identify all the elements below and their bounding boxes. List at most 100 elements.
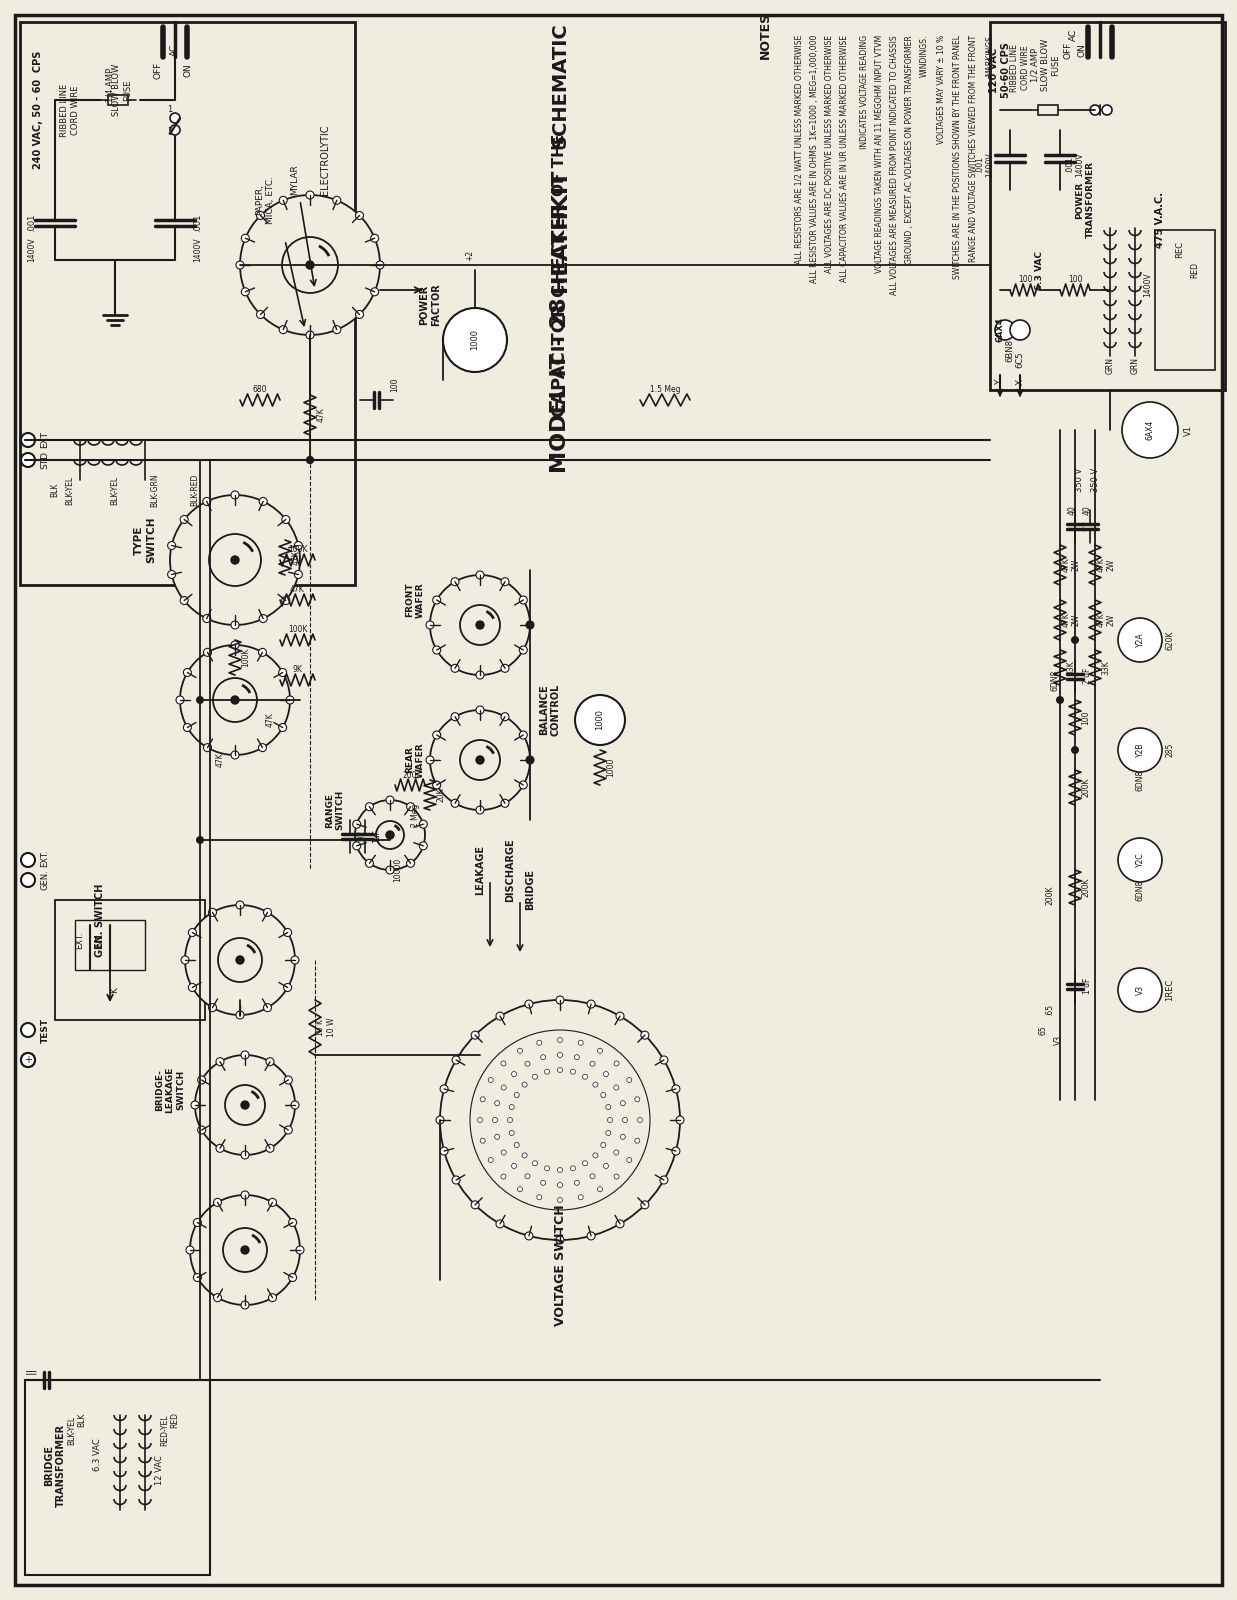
Circle shape: [637, 1117, 642, 1123]
Text: X: X: [1016, 379, 1024, 386]
Text: 1 uF: 1 uF: [1082, 978, 1091, 994]
Text: 120 VAC
50-60 CPS: 120 VAC 50-60 CPS: [990, 42, 1011, 98]
Circle shape: [282, 515, 289, 523]
Bar: [1038, 106, 1058, 115]
Circle shape: [256, 211, 265, 219]
Circle shape: [306, 456, 314, 464]
Text: RANGE
SWITCH: RANGE SWITCH: [325, 790, 345, 830]
Circle shape: [485, 1045, 635, 1195]
Text: REAR
WAFER: REAR WAFER: [406, 742, 424, 778]
Circle shape: [501, 1085, 506, 1090]
Circle shape: [376, 261, 383, 269]
Circle shape: [515, 1142, 520, 1147]
Text: 1000: 1000: [470, 330, 480, 350]
Text: LEAKAGE: LEAKAGE: [475, 845, 485, 894]
Circle shape: [240, 195, 380, 334]
Text: +2: +2: [465, 250, 475, 261]
Text: 680: 680: [252, 386, 267, 395]
Circle shape: [355, 310, 364, 318]
Circle shape: [570, 1166, 575, 1171]
Circle shape: [430, 710, 529, 810]
Circle shape: [555, 1235, 564, 1245]
Circle shape: [512, 1072, 517, 1077]
Circle shape: [489, 1077, 494, 1083]
Circle shape: [225, 1085, 265, 1125]
Circle shape: [492, 1117, 497, 1123]
Text: 350 V: 350 V: [1075, 467, 1085, 493]
Circle shape: [169, 125, 181, 134]
Circle shape: [241, 1301, 249, 1309]
Text: RIBBED LINE
CORD WIRE: RIBBED LINE CORD WIRE: [1011, 45, 1029, 91]
Circle shape: [501, 712, 508, 720]
Circle shape: [476, 670, 484, 678]
Circle shape: [558, 1067, 563, 1072]
Text: V1: V1: [1184, 424, 1192, 435]
Text: 9K: 9K: [293, 666, 302, 675]
Text: 6DN8: 6DN8: [1136, 770, 1144, 790]
Text: BLK: BLK: [51, 483, 59, 498]
Circle shape: [291, 955, 299, 963]
Circle shape: [241, 234, 250, 242]
Circle shape: [460, 739, 500, 781]
Circle shape: [371, 234, 379, 242]
Text: AC: AC: [169, 43, 178, 56]
Circle shape: [260, 498, 267, 506]
Circle shape: [520, 731, 527, 739]
Text: ON: ON: [183, 62, 193, 77]
Circle shape: [259, 744, 266, 752]
Text: 100K: 100K: [241, 648, 251, 667]
Circle shape: [635, 1138, 640, 1144]
Text: MODEL IT - 28: MODEL IT - 28: [550, 298, 570, 474]
Circle shape: [495, 1101, 500, 1106]
Circle shape: [209, 909, 216, 917]
Circle shape: [443, 307, 507, 371]
Circle shape: [306, 190, 314, 198]
Circle shape: [355, 800, 426, 870]
Text: GEN. SWITCH: GEN. SWITCH: [95, 883, 105, 957]
Circle shape: [195, 1054, 294, 1155]
Circle shape: [635, 1096, 640, 1102]
Circle shape: [231, 557, 239, 565]
Circle shape: [452, 664, 459, 672]
Text: 47K: 47K: [266, 712, 275, 728]
Circle shape: [296, 1246, 304, 1254]
Circle shape: [285, 1075, 292, 1085]
Text: HEATHKIT: HEATHKIT: [550, 168, 570, 291]
Circle shape: [168, 541, 176, 549]
Circle shape: [365, 859, 374, 867]
Circle shape: [1118, 838, 1162, 882]
Text: POWER
FACTOR: POWER FACTOR: [419, 283, 440, 326]
Circle shape: [1102, 106, 1112, 115]
Text: 1400V: 1400V: [1143, 272, 1153, 298]
Text: SLOW BLOW
FUSE: SLOW BLOW FUSE: [113, 64, 131, 117]
Circle shape: [517, 1048, 522, 1053]
Circle shape: [294, 541, 302, 549]
Circle shape: [672, 1147, 680, 1155]
Text: GRN: GRN: [1131, 357, 1139, 373]
Circle shape: [256, 310, 265, 318]
Circle shape: [214, 1294, 221, 1302]
Circle shape: [288, 1274, 297, 1282]
Circle shape: [236, 955, 244, 963]
Circle shape: [524, 1000, 533, 1008]
Circle shape: [555, 1117, 564, 1123]
Circle shape: [209, 534, 261, 586]
Text: 200: 200: [403, 771, 417, 779]
Circle shape: [659, 1056, 668, 1064]
Circle shape: [593, 1154, 597, 1158]
Circle shape: [263, 909, 271, 917]
Circle shape: [501, 578, 508, 586]
Circle shape: [1118, 968, 1162, 1013]
Circle shape: [241, 1190, 249, 1198]
Text: RIBBED LINE
CORD WIRE: RIBBED LINE CORD WIRE: [61, 83, 79, 136]
Text: TYPE
SWITCH: TYPE SWITCH: [134, 517, 156, 563]
Circle shape: [537, 1195, 542, 1200]
Circle shape: [590, 1061, 595, 1066]
Circle shape: [476, 806, 484, 814]
Circle shape: [419, 821, 427, 829]
Circle shape: [510, 1131, 515, 1136]
Text: STD: STD: [41, 451, 49, 469]
Text: 6BN8: 6BN8: [1006, 339, 1014, 362]
Text: 6DN8: 6DN8: [1136, 880, 1144, 901]
Circle shape: [433, 731, 440, 739]
